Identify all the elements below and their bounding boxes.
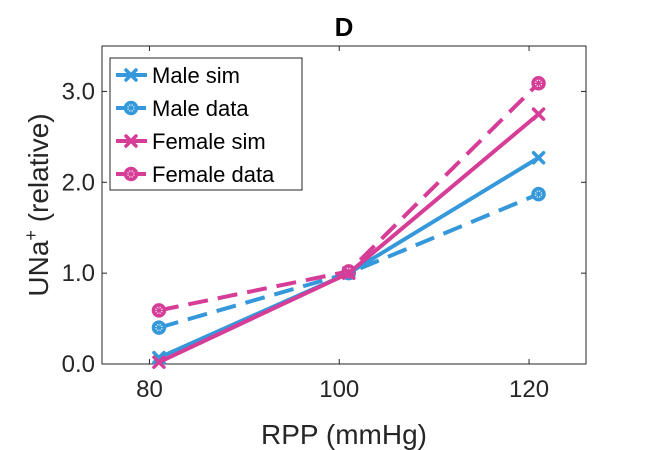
legend-label: Female sim — [152, 129, 266, 154]
y-tick-label: 2.0 — [62, 169, 95, 196]
series-layer — [151, 76, 546, 369]
data-point — [531, 107, 546, 121]
y-axis-label-main: UNa — [23, 240, 54, 296]
data-point-burst — [154, 323, 163, 332]
legend-marker-burst — [127, 170, 135, 178]
chart-title: D — [335, 12, 354, 42]
legend-marker — [124, 68, 138, 82]
y-tick-label: 3.0 — [62, 78, 95, 105]
axis-ticks: 80 100 120 0.0 1.0 2.0 3.0 — [62, 46, 586, 403]
data-point — [531, 151, 546, 165]
legend-entry: Female sim — [116, 129, 266, 154]
legend-marker — [124, 134, 138, 148]
legend-entry: Female data — [116, 162, 275, 187]
data-point-burst — [534, 79, 543, 88]
data-point — [531, 76, 546, 91]
y-tick-label: 0.0 — [62, 351, 95, 378]
legend-label: Male data — [152, 96, 249, 121]
plot-area-frame — [101, 45, 587, 365]
data-point-burst — [154, 306, 163, 315]
legend-label: Female data — [152, 162, 275, 187]
legend-marker-burst — [127, 104, 135, 112]
series-line — [158, 192, 540, 330]
y-tick-label: 1.0 — [62, 260, 95, 287]
x-tick-label: 80 — [136, 376, 163, 403]
legend-entry: Male sim — [116, 63, 240, 88]
y-axis-label: UNa+ (relative) — [21, 113, 54, 296]
legend-entry: Male data — [116, 96, 249, 121]
x-tick-label: 100 — [319, 376, 359, 403]
y-axis-label-tail: (relative) — [23, 113, 54, 230]
data-point — [531, 186, 546, 202]
data-point — [151, 320, 167, 335]
data-point — [341, 266, 356, 280]
data-point-burst — [534, 190, 543, 199]
data-point — [152, 355, 166, 369]
legend: Male sim Male data Female sim Female data — [109, 57, 303, 191]
legend-marker — [123, 166, 139, 182]
y-axis-label-superscript: + — [21, 230, 41, 241]
legend-marker — [123, 100, 139, 116]
data-point — [151, 303, 167, 318]
series-male-data — [151, 186, 546, 335]
x-tick-label: 120 — [509, 376, 549, 403]
x-axis-label: RPP (mmHg) — [261, 419, 427, 450]
legend-label: Male sim — [152, 63, 240, 88]
series-female-sim — [152, 107, 546, 369]
legend-box — [109, 57, 303, 191]
